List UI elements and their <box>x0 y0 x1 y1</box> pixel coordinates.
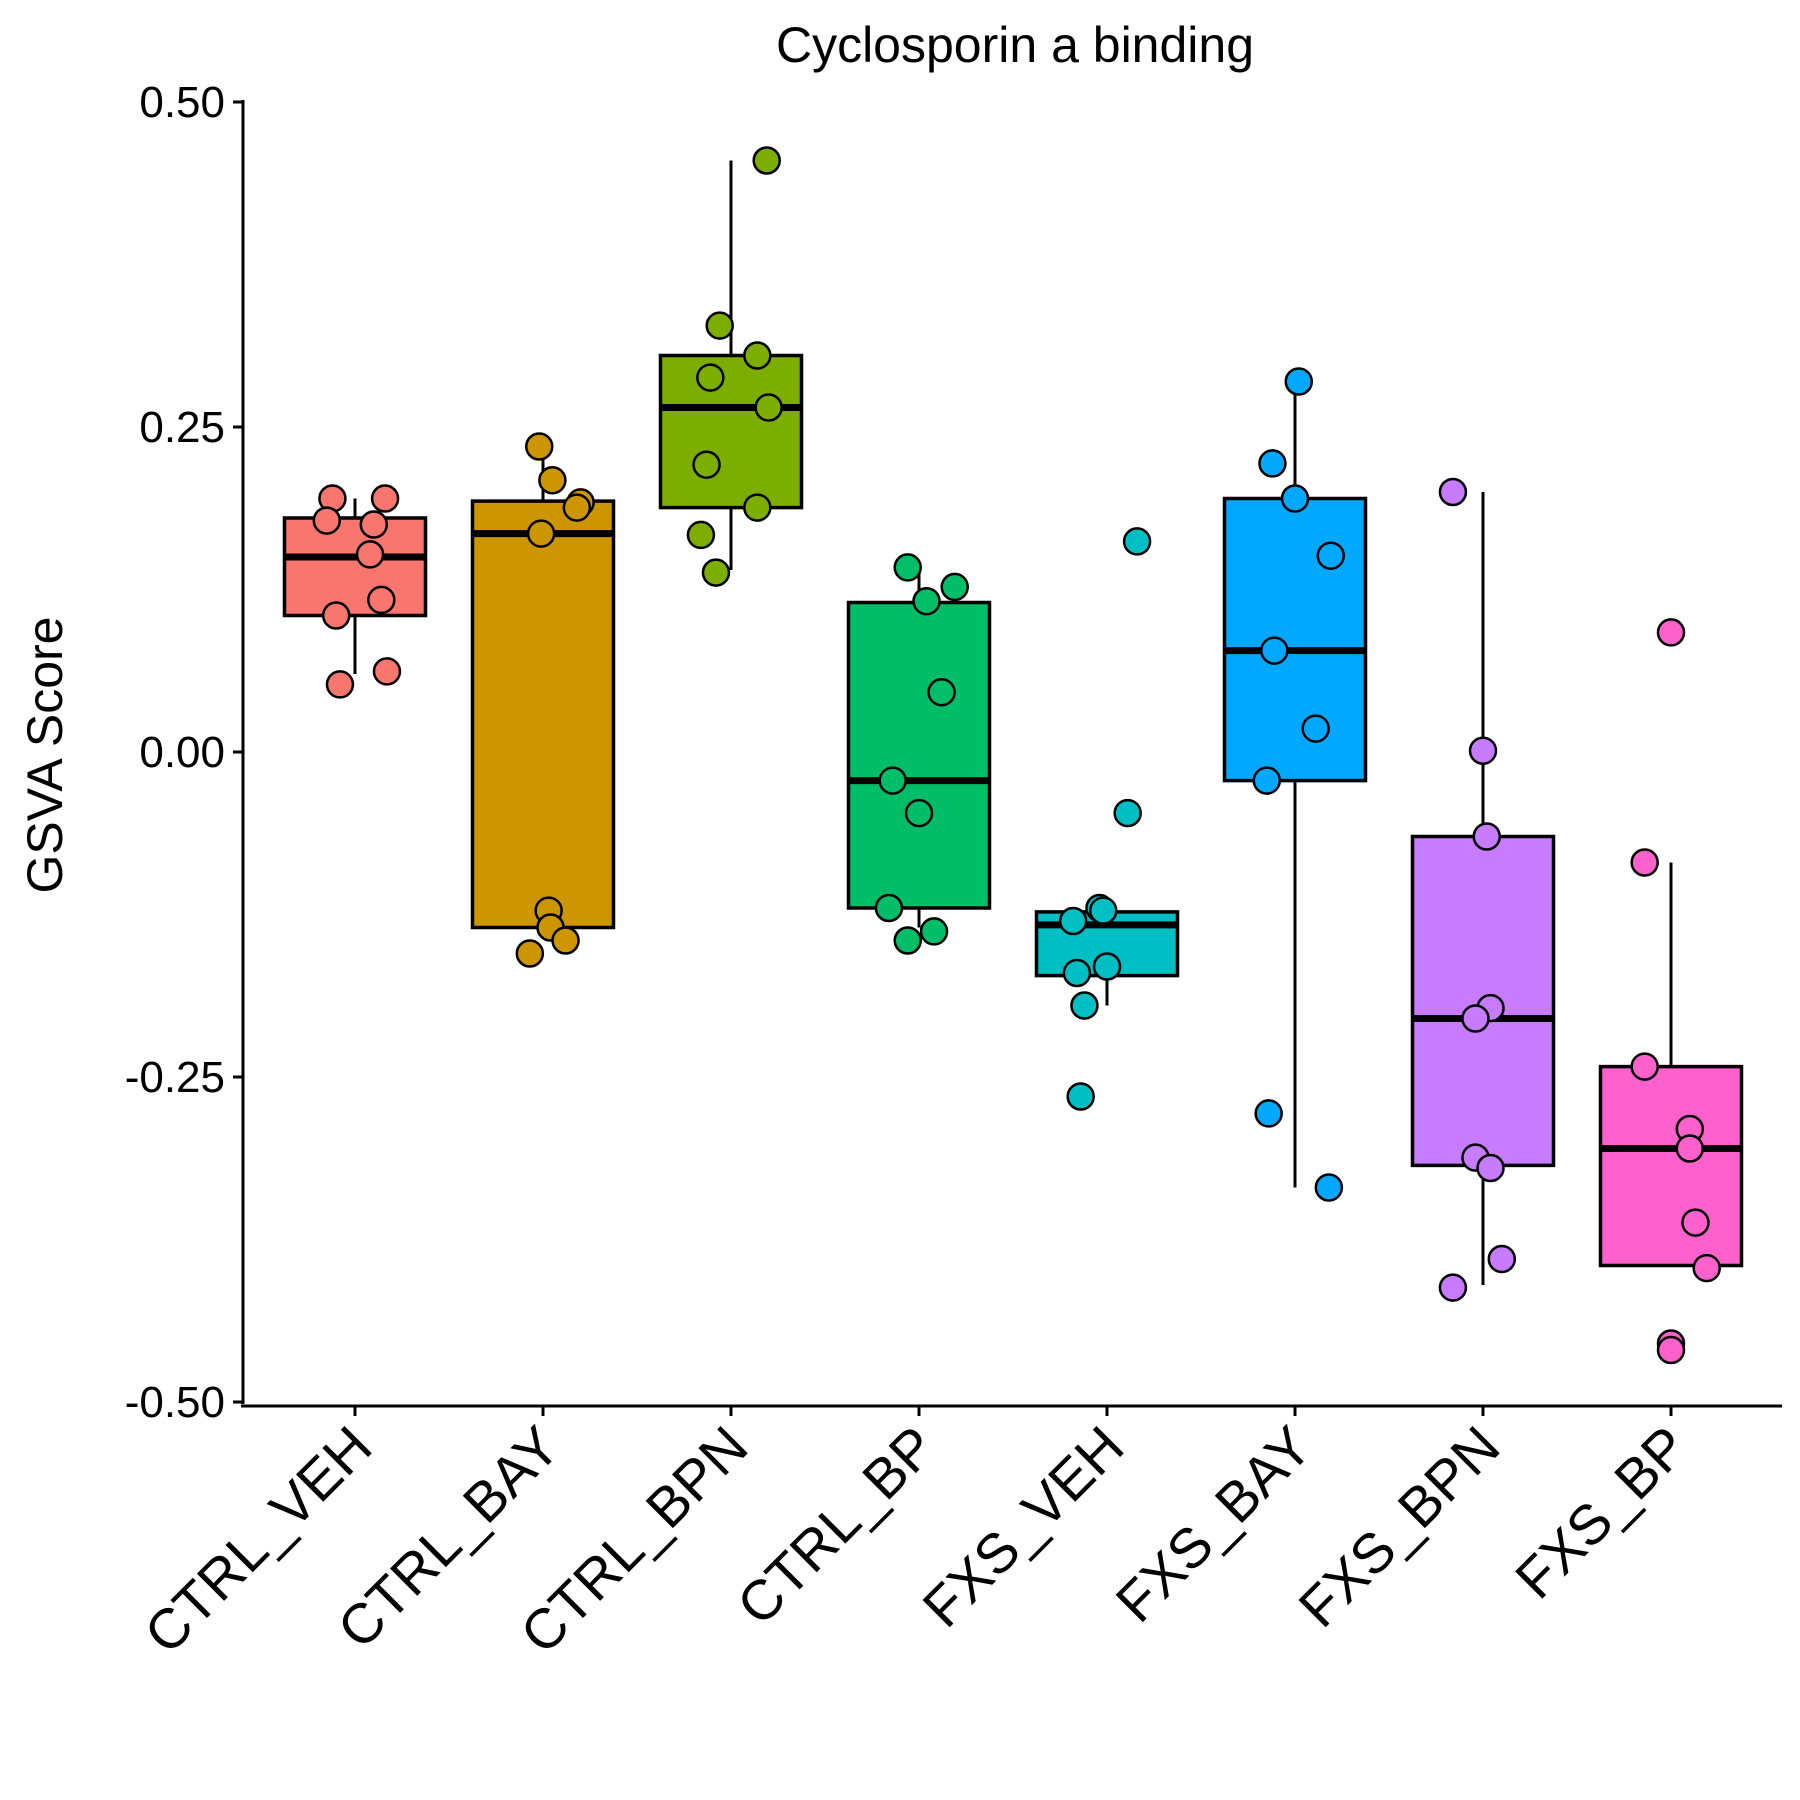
y-tick-label: 0.00 <box>139 728 225 777</box>
data-point <box>1438 477 1468 507</box>
data-point <box>526 519 556 548</box>
data-point <box>1314 1173 1344 1202</box>
data-point <box>1280 484 1310 513</box>
data-point <box>927 677 956 707</box>
data-point <box>370 484 400 513</box>
x-tick-label: FXS_BAY <box>1104 1414 1324 1634</box>
data-point <box>743 493 772 522</box>
data-point <box>754 393 783 422</box>
data-points <box>312 146 1721 1365</box>
data-point <box>893 553 922 582</box>
data-point <box>1258 449 1287 478</box>
data-point <box>743 341 772 370</box>
data-point <box>752 146 781 175</box>
data-point <box>367 585 396 615</box>
y-axis-label: GSVA Score <box>17 617 73 894</box>
data-point <box>1088 896 1118 925</box>
data-point <box>1656 1335 1686 1365</box>
box-CTRL_BPN <box>658 160 804 570</box>
data-point <box>904 798 934 828</box>
data-point <box>893 926 922 955</box>
data-point <box>878 766 907 795</box>
data-point <box>1461 1004 1490 1033</box>
data-point <box>562 493 592 522</box>
box-iqr <box>1598 1064 1744 1268</box>
data-point <box>1675 1134 1705 1163</box>
data-point <box>1487 1244 1517 1274</box>
y-tick-label: -0.50 <box>125 1378 225 1427</box>
box-iqr <box>658 353 804 510</box>
data-point <box>1062 958 1092 988</box>
data-point <box>1092 952 1122 981</box>
data-point <box>1630 1052 1659 1081</box>
box-CTRL_VEH <box>282 498 428 674</box>
data-point <box>1252 766 1282 795</box>
data-point <box>1254 1099 1283 1128</box>
data-point <box>538 466 567 495</box>
data-point <box>1630 848 1659 877</box>
x-tick-label: CTRL_BP <box>725 1414 948 1637</box>
data-point <box>701 558 731 587</box>
data-point <box>1284 367 1314 396</box>
box-FXS_BP <box>1598 862 1744 1268</box>
data-point <box>1316 541 1345 570</box>
data-point <box>359 510 389 539</box>
box-plots <box>282 160 1744 1285</box>
data-point <box>1301 714 1330 743</box>
data-point <box>696 363 725 392</box>
box-CTRL_BAY <box>470 446 616 930</box>
data-point <box>874 893 904 923</box>
data-point <box>312 506 342 535</box>
box-FXS_BAY <box>1222 381 1368 1188</box>
data-point <box>1681 1208 1710 1237</box>
data-point <box>1113 798 1142 828</box>
data-point <box>551 926 580 955</box>
data-point <box>940 572 969 602</box>
box-iqr <box>846 600 992 910</box>
data-point <box>686 520 716 550</box>
y-tick-label: 0.25 <box>139 403 225 452</box>
data-point <box>912 586 941 616</box>
data-point <box>1472 822 1502 851</box>
data-point <box>325 670 355 699</box>
data-point <box>692 450 721 479</box>
data-point <box>1656 618 1686 647</box>
x-tick-label: FXS_BP <box>1503 1414 1699 1610</box>
box-iqr <box>1222 496 1368 783</box>
data-point <box>321 601 351 630</box>
data-point <box>1260 636 1289 665</box>
box-iqr <box>470 499 616 930</box>
data-point <box>1468 736 1498 765</box>
y-tick-label: 0.50 <box>139 78 225 127</box>
data-point <box>515 939 545 968</box>
y-tick-label: -0.25 <box>125 1053 225 1102</box>
chart-title: Cyclosporin a binding <box>776 17 1254 73</box>
data-point <box>372 657 402 686</box>
data-point <box>355 540 385 569</box>
data-point <box>1122 527 1152 556</box>
data-point <box>1058 906 1088 936</box>
data-point <box>1070 991 1099 1020</box>
box-iqr <box>282 516 428 618</box>
data-point <box>1438 1273 1468 1302</box>
data-point <box>919 917 949 946</box>
data-point <box>1692 1253 1721 1283</box>
x-tick-label: FXS_VEH <box>910 1414 1135 1639</box>
data-point <box>1476 1153 1505 1183</box>
data-point <box>705 311 734 340</box>
data-point <box>524 432 554 461</box>
data-point <box>1066 1082 1095 1111</box>
box-CTRL_BP <box>846 570 992 928</box>
x-tick-label: FXS_BPN <box>1286 1414 1511 1639</box>
